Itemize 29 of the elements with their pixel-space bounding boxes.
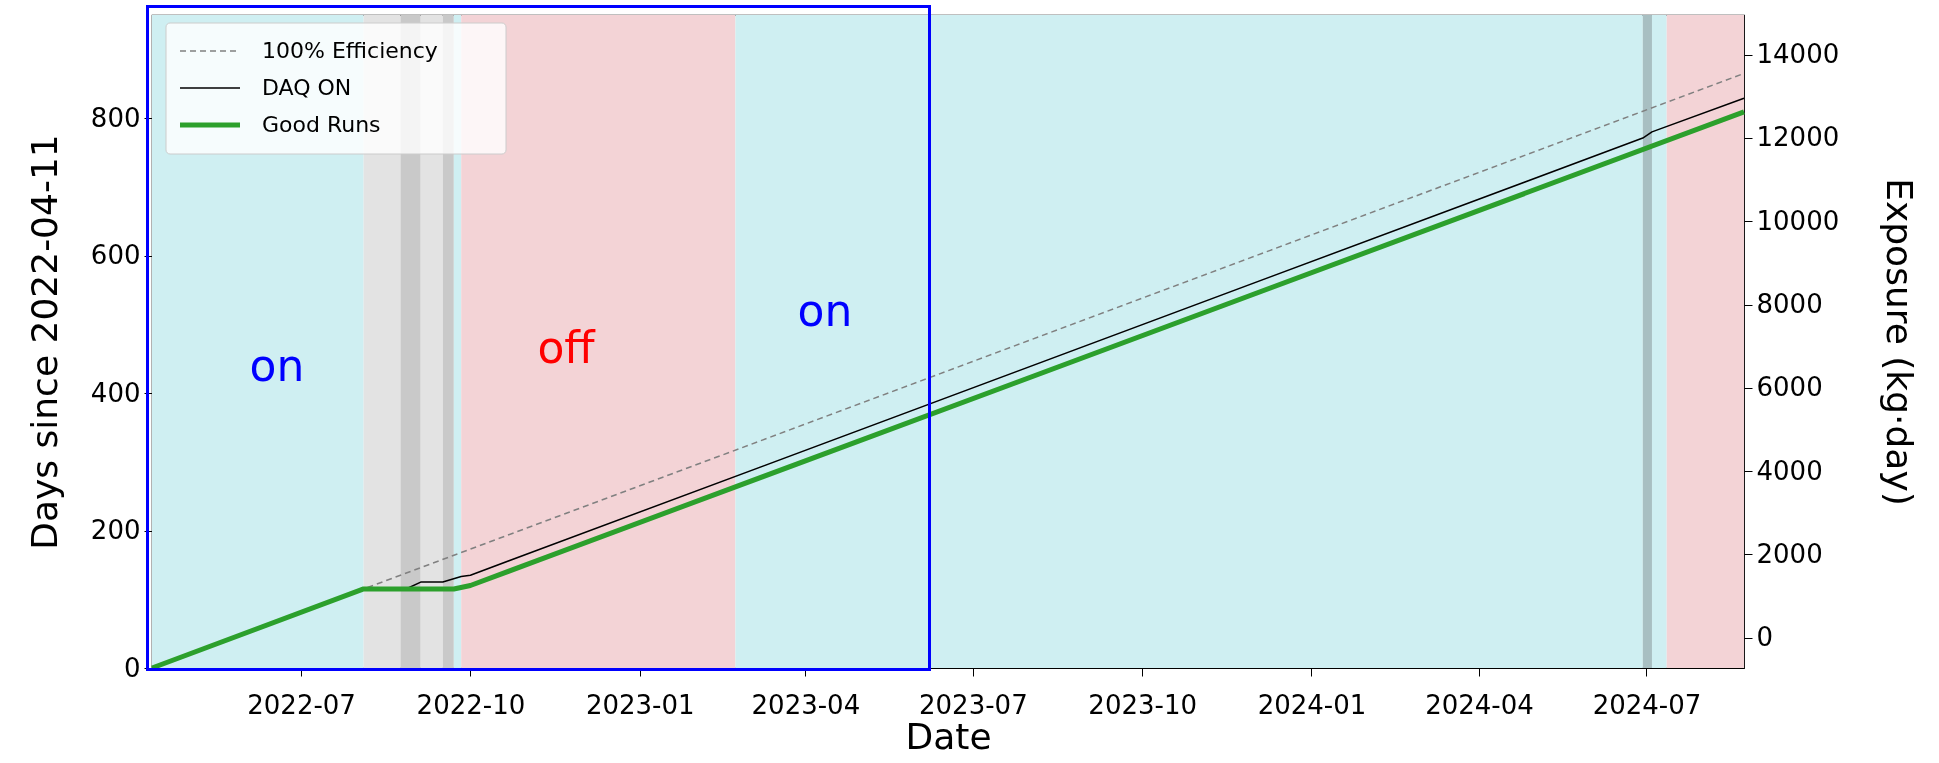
annotation: on (797, 285, 853, 336)
y-axis-title: Days since 2022-04-11 (23, 134, 65, 550)
y-tick-label: 600 (90, 240, 141, 271)
legend-label: 100% Efficiency (262, 38, 438, 63)
y2-tick-label: 8000 (1756, 289, 1823, 320)
x-tick-label: 2023-10 (1088, 689, 1197, 720)
x-tick-label: 2023-04 (751, 689, 861, 720)
annotation: on (249, 340, 305, 391)
annotation: off (537, 322, 597, 373)
y2-tick-label: 10000 (1756, 205, 1840, 236)
x-tick-label: 2024-01 (1257, 689, 1367, 720)
y-tick-label: 0 (123, 652, 141, 683)
y2-axis-title: Exposure (kg·day) (1879, 178, 1921, 506)
x-tick-label: 2023-01 (585, 689, 695, 720)
y2-tick-label: 6000 (1756, 372, 1823, 403)
y2-tick-label: 12000 (1756, 122, 1840, 153)
x-tick-label: 2024-07 (1592, 689, 1702, 720)
y-tick-label: 200 (90, 515, 141, 546)
x-tick-label: 2022-10 (416, 689, 526, 720)
y2-tick-label: 14000 (1756, 39, 1840, 70)
y-tick-label: 400 (90, 377, 141, 408)
legend-label: Good Runs (262, 112, 381, 137)
x-tick-label: 2022-07 (247, 689, 356, 720)
y2-tick-label: 2000 (1756, 538, 1823, 569)
y-tick-label: 800 (90, 102, 141, 133)
x-tick-label: 2024-04 (1425, 689, 1534, 720)
y2-tick-label: 0 (1756, 622, 1774, 653)
y2-tick-label: 4000 (1756, 455, 1823, 486)
legend-label: DAQ ON (262, 75, 352, 100)
